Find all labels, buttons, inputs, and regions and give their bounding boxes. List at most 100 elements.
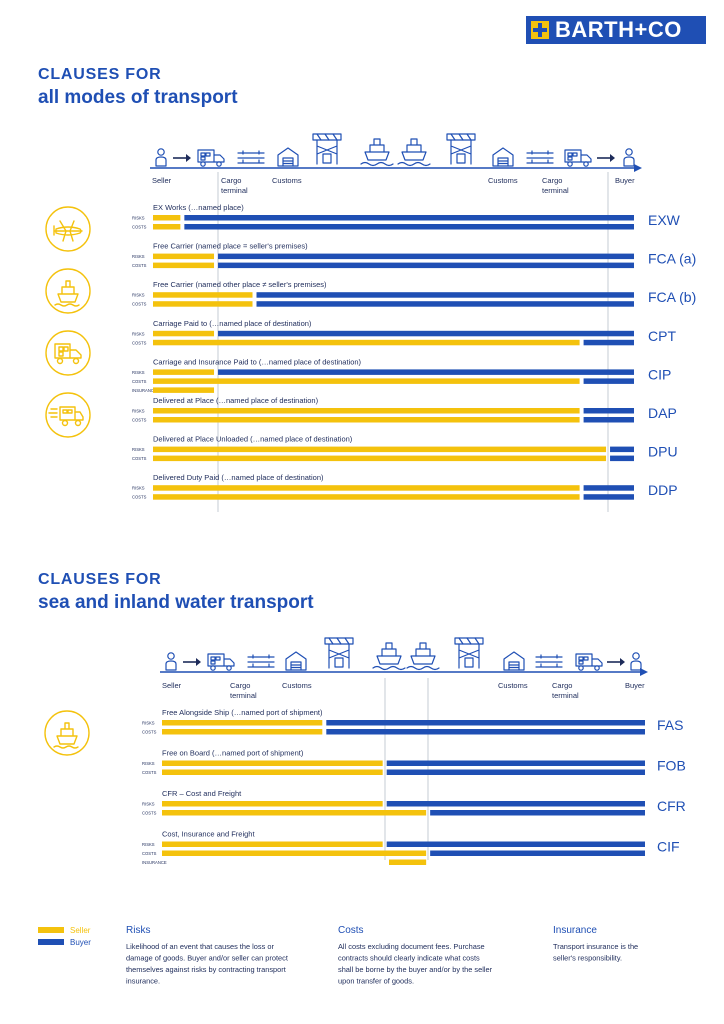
clause-fob: Free on Board (…named port of shipment) R… bbox=[142, 749, 686, 775]
clause-fas: Free Alongside Ship (…named port of ship… bbox=[142, 708, 683, 735]
row-label: COSTS bbox=[132, 225, 147, 230]
arrow-right-icon bbox=[597, 154, 615, 162]
clause-code: CPT bbox=[648, 328, 676, 344]
warehouse-icon bbox=[492, 147, 514, 167]
station-label: Customs bbox=[282, 681, 312, 690]
legend-costs-title: Costs bbox=[338, 925, 364, 936]
clause-fcaa: Free Carrier (named place = seller's pre… bbox=[132, 242, 696, 269]
station-label: Customs bbox=[488, 176, 518, 185]
seller-bar bbox=[153, 387, 215, 393]
truck-icon bbox=[197, 149, 225, 167]
clause-description: EX Works (…named place) bbox=[153, 203, 244, 212]
buyer-bar bbox=[583, 494, 634, 500]
clause-code: FAS bbox=[657, 717, 683, 733]
seller-bar bbox=[389, 859, 427, 865]
buyer-bar bbox=[583, 339, 634, 346]
row-label: INSURANCE bbox=[132, 388, 157, 393]
seller-bar bbox=[153, 408, 580, 414]
truck-icon bbox=[564, 149, 592, 167]
clause-exw: EX Works (…named place) RISKS COSTS EXW bbox=[132, 203, 681, 230]
buyer-bar bbox=[218, 330, 634, 337]
buyer-bar bbox=[610, 446, 634, 453]
clause-dap: Delivered at Place (…named place of dest… bbox=[132, 396, 677, 423]
clause-description: Free Carrier (named other place ≠ seller… bbox=[153, 280, 327, 289]
seller-bar bbox=[153, 262, 215, 269]
row-label: COSTS bbox=[132, 456, 147, 461]
clause-code: DPU bbox=[648, 444, 678, 460]
clause-cfr: CFR – Cost and Freight RISKS COSTS CFR bbox=[142, 789, 686, 816]
clause-description: CFR – Cost and Freight bbox=[162, 789, 242, 798]
row-label: COSTS bbox=[132, 418, 147, 423]
person-icon bbox=[623, 148, 635, 167]
buyer-bar bbox=[583, 378, 634, 384]
section1-title-light: all modes of transport bbox=[38, 87, 238, 108]
truck-icon bbox=[207, 653, 235, 671]
seller-bar bbox=[153, 378, 580, 384]
arrow-right-icon bbox=[183, 658, 201, 666]
buyer-bar bbox=[386, 841, 645, 847]
row-label: RISKS bbox=[132, 216, 145, 221]
row-label: RISKS bbox=[132, 293, 145, 298]
clause-description: Cost, Insurance and Freight bbox=[162, 830, 255, 839]
ship-icon bbox=[372, 642, 406, 671]
cross-icon bbox=[531, 21, 549, 39]
row-label: COSTS bbox=[142, 811, 157, 816]
row-label: COSTS bbox=[132, 495, 147, 500]
clause-description: Carriage and Insurance Paid to (…named p… bbox=[153, 357, 362, 366]
rail-tracks-icon bbox=[237, 150, 265, 164]
warehouse-icon bbox=[503, 651, 525, 671]
station-label: Cargo terminal bbox=[542, 176, 569, 195]
ship-icon bbox=[44, 710, 90, 756]
buyer-bar bbox=[326, 729, 645, 735]
station-label: Customs bbox=[498, 681, 528, 690]
legend-insurance-title: Insurance bbox=[553, 925, 597, 936]
legend-seller-swatch bbox=[38, 927, 64, 933]
row-label: COSTS bbox=[142, 770, 157, 775]
clause-description: Free Carrier (named place = seller's pre… bbox=[153, 242, 308, 251]
row-label: RISKS bbox=[142, 761, 155, 766]
seller-bar bbox=[162, 729, 323, 735]
buyer-bar bbox=[184, 215, 635, 221]
speeding-truck-icon bbox=[45, 392, 91, 438]
row-label: RISKS bbox=[132, 370, 145, 375]
seller-bar bbox=[162, 841, 383, 847]
seller-bar bbox=[153, 330, 215, 337]
clause-ddp: Delivered Duty Paid (…named place of des… bbox=[132, 473, 678, 500]
buyer-bar bbox=[326, 720, 645, 726]
legend-risks-title: Risks bbox=[126, 925, 150, 936]
legend-risks-text: Likelihood of an event that causes the l… bbox=[126, 942, 288, 986]
row-label: RISKS bbox=[132, 447, 145, 452]
buyer-bar bbox=[583, 408, 634, 414]
buyer-bar bbox=[583, 485, 634, 491]
clause-description: Delivered at Place (…named place of dest… bbox=[153, 396, 319, 405]
legend-insurance-text: Transport insurance is the seller's respo… bbox=[553, 942, 638, 963]
clause-cpt: Carriage Paid to (…named place of destin… bbox=[132, 319, 676, 346]
warehouse-icon bbox=[285, 651, 307, 671]
seller-bar bbox=[162, 760, 383, 766]
clause-code: FOB bbox=[657, 758, 686, 774]
row-label: RISKS bbox=[132, 254, 145, 259]
timeline-arrowhead bbox=[634, 164, 642, 172]
seller-bar bbox=[153, 224, 181, 230]
seller-bar bbox=[162, 850, 427, 856]
arrow-right-icon bbox=[607, 658, 625, 666]
section2-title-bold: CLAUSES FOR bbox=[38, 571, 162, 588]
timeline-arrowhead bbox=[640, 668, 648, 676]
clause-code: EXW bbox=[648, 212, 681, 228]
clause-code: DDP bbox=[648, 482, 678, 498]
seller-bar bbox=[162, 720, 323, 726]
arrow-right-icon bbox=[173, 154, 191, 162]
plane-icon bbox=[45, 206, 91, 252]
row-label: COSTS bbox=[132, 340, 147, 345]
section2-title-light: sea and inland water transport bbox=[38, 592, 314, 613]
buyer-bar bbox=[218, 253, 634, 260]
seller-bar bbox=[153, 301, 253, 307]
seller-bar bbox=[153, 253, 215, 260]
buyer-bar bbox=[256, 301, 634, 307]
clause-description: Delivered at Place Unloaded (…named plac… bbox=[153, 435, 353, 444]
clause-dpu: Delivered at Place Unloaded (…named plac… bbox=[132, 435, 678, 462]
seller-bar bbox=[153, 455, 607, 462]
station-label: Seller bbox=[162, 681, 182, 690]
legend-seller-label: Seller bbox=[70, 926, 91, 935]
